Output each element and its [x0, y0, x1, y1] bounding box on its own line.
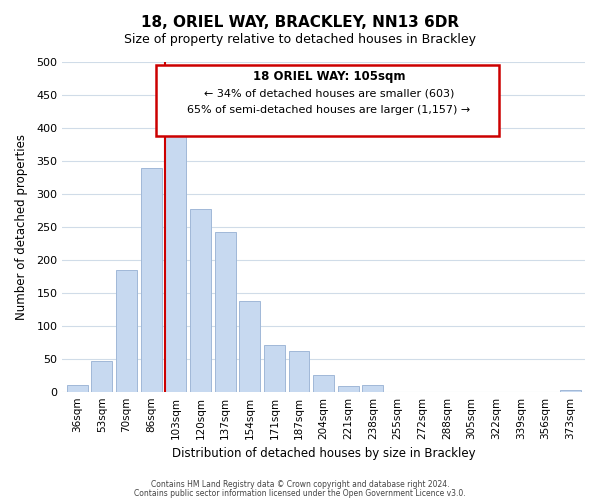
- Bar: [338, 386, 359, 392]
- Y-axis label: Number of detached properties: Number of detached properties: [15, 134, 28, 320]
- Bar: [313, 375, 334, 392]
- Text: Contains public sector information licensed under the Open Government Licence v3: Contains public sector information licen…: [134, 489, 466, 498]
- Bar: [289, 350, 310, 392]
- Bar: [362, 385, 383, 392]
- Text: 18 ORIEL WAY: 105sqm: 18 ORIEL WAY: 105sqm: [253, 70, 405, 83]
- Bar: [190, 209, 211, 392]
- Bar: [560, 390, 581, 392]
- Bar: [67, 385, 88, 392]
- Text: Contains HM Land Registry data © Crown copyright and database right 2024.: Contains HM Land Registry data © Crown c…: [151, 480, 449, 489]
- Bar: [91, 360, 112, 392]
- Text: 65% of semi-detached houses are larger (1,157) →: 65% of semi-detached houses are larger (…: [187, 105, 470, 115]
- Text: Size of property relative to detached houses in Brackley: Size of property relative to detached ho…: [124, 32, 476, 46]
- Bar: [116, 270, 137, 392]
- Bar: [215, 232, 236, 392]
- Bar: [264, 346, 285, 392]
- Bar: [165, 128, 186, 392]
- FancyBboxPatch shape: [157, 65, 499, 136]
- Text: 18, ORIEL WAY, BRACKLEY, NN13 6DR: 18, ORIEL WAY, BRACKLEY, NN13 6DR: [141, 15, 459, 30]
- Bar: [239, 301, 260, 392]
- Bar: [140, 168, 161, 392]
- Text: ← 34% of detached houses are smaller (603): ← 34% of detached houses are smaller (60…: [203, 88, 454, 99]
- X-axis label: Distribution of detached houses by size in Brackley: Distribution of detached houses by size …: [172, 447, 475, 460]
